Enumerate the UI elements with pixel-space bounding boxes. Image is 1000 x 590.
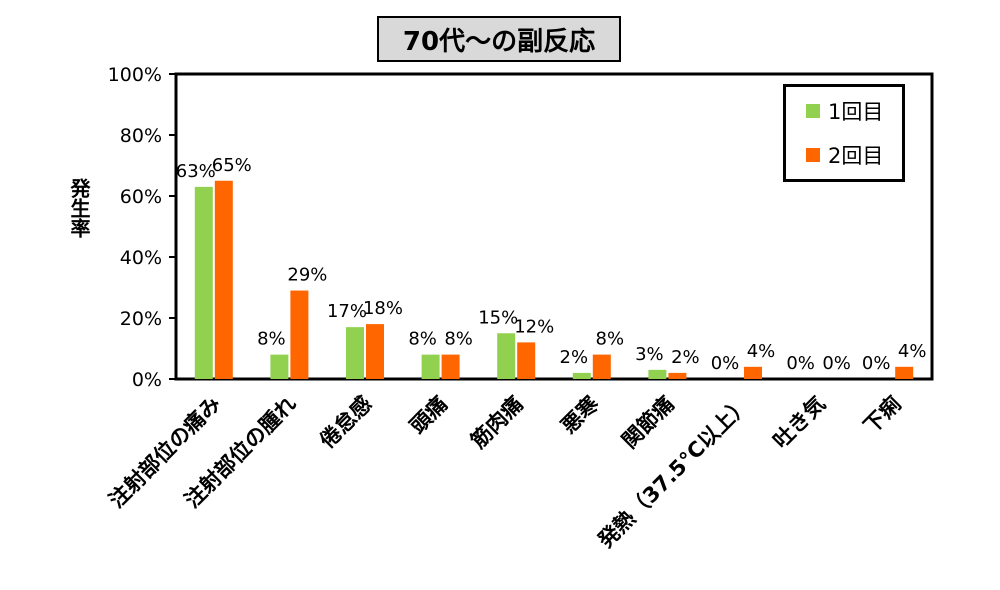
bar-series-2 — [744, 366, 762, 379]
bar-series-2 — [668, 372, 687, 379]
bar-series-2 — [895, 366, 914, 379]
data-label-series-1: 0% — [786, 353, 815, 374]
data-label-series-2: 8% — [596, 329, 625, 350]
y-axis-label: 発生率 — [67, 178, 91, 238]
y-tick-label: 20% — [120, 308, 162, 330]
bar-series-1 — [270, 354, 289, 379]
legend-swatch-series-2 — [806, 148, 820, 162]
y-tick-label: 60% — [120, 186, 162, 208]
bar-series-1 — [497, 333, 516, 379]
x-tick-label: 発熱（37.5°C以上） — [593, 392, 755, 554]
bar-series-1 — [346, 327, 364, 379]
data-label-series-2: 29% — [287, 265, 327, 286]
bar-series-2 — [214, 180, 233, 379]
plot-area-frame — [174, 72, 934, 381]
bar-series-2 — [517, 342, 536, 379]
y-tick-label: 0% — [132, 369, 162, 391]
data-label-series-2: 12% — [514, 316, 554, 337]
bar-series-2 — [366, 324, 384, 379]
data-label-series-2: 65% — [212, 155, 252, 176]
x-tick-label: 頭痛 — [405, 392, 452, 439]
x-tick-label: 下痢 — [859, 392, 906, 439]
bar-series-2 — [290, 290, 309, 379]
bar-series-1 — [572, 372, 591, 379]
legend-label-series-2: 2回目 — [828, 144, 884, 168]
bar-series-1 — [421, 354, 440, 379]
x-tick-label: 関節痛 — [617, 392, 679, 454]
data-label-series-2: 8% — [444, 329, 473, 350]
legend-item-series-1: 1回目 — [806, 99, 884, 124]
data-label-series-1: 3% — [635, 344, 664, 365]
bar-series-2 — [441, 354, 460, 379]
data-label-series-1: 63% — [176, 161, 216, 182]
x-tick-label: 倦怠感 — [315, 392, 377, 454]
legend-swatch-series-1 — [806, 104, 820, 118]
data-label-series-2: 18% — [363, 298, 403, 319]
data-label-series-2: 2% — [671, 347, 700, 368]
data-label-series-1: 2% — [560, 347, 589, 368]
y-tick-label: 80% — [120, 125, 162, 147]
data-label-series-1: 15% — [478, 307, 518, 328]
data-label-series-1: 8% — [408, 329, 437, 350]
y-tick-label: 40% — [120, 247, 162, 269]
bar-series-1 — [194, 186, 213, 379]
data-label-series-1: 0% — [711, 353, 740, 374]
data-label-series-1: 0% — [862, 353, 891, 374]
legend-label-series-1: 1回目 — [828, 100, 884, 124]
data-label-series-2: 4% — [747, 341, 776, 362]
legend-item-series-2: 2回目 — [806, 143, 884, 168]
bar-series-1 — [648, 369, 667, 379]
chart-title: 70代～の副反応 — [377, 16, 621, 62]
data-label-series-1: 17% — [327, 301, 367, 322]
legend: 1回目 2回目 — [783, 84, 905, 182]
x-tick-label: 筋肉痛 — [466, 392, 528, 454]
x-tick-label: 吐き気 — [769, 392, 831, 454]
x-tick-label: 悪寒 — [557, 392, 604, 439]
data-label-series-1: 8% — [257, 329, 286, 350]
data-label-series-2: 0% — [822, 353, 851, 374]
y-tick-label: 100% — [108, 64, 162, 86]
data-label-series-2: 4% — [898, 341, 927, 362]
bar-series-2 — [592, 354, 611, 379]
